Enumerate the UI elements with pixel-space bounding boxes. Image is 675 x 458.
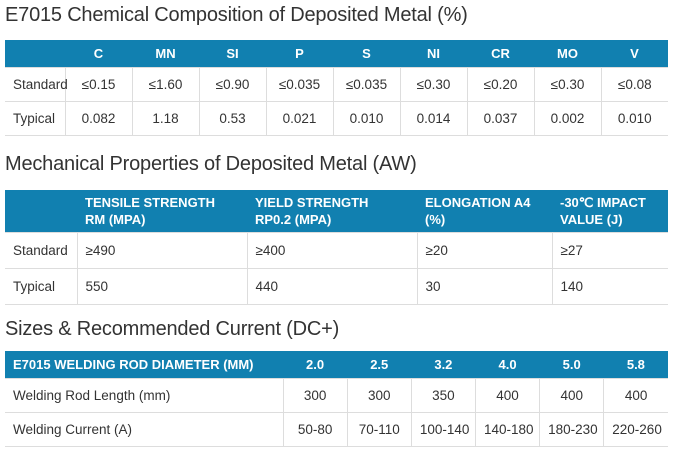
cell-value: ≤1.60	[131, 67, 199, 102]
cell-value: ≥20	[416, 232, 552, 269]
cell-value: 1.18	[131, 101, 199, 136]
column-header: 5.8	[603, 351, 668, 379]
header-row: E7015 WELDING ROD DIAMETER (MM) 2.0 2.5 3.2…	[5, 351, 668, 379]
cell-value: 550	[76, 268, 247, 305]
cell-value: 0.037	[466, 101, 534, 136]
section-chemical-composition: E7015 Chemical Composition of Deposited …	[5, 2, 668, 136]
cell-value: ≥27	[551, 232, 668, 269]
cell-value: 400	[539, 378, 604, 413]
row-label: Welding Current (A)	[5, 412, 283, 447]
column-header: P	[266, 40, 333, 68]
header-row: C MN SI P S NI CR MO V	[5, 40, 668, 68]
column-header: 4.0	[475, 351, 540, 379]
column-header: TENSILE STRENGTH RM (MPA)	[77, 190, 247, 233]
cell-value: 300	[346, 378, 412, 413]
cell-value: ≤0.20	[466, 67, 534, 102]
spec-page: E7015 Chemical Composition of Deposited …	[5, 2, 668, 447]
cell-value: ≤0.035	[332, 67, 400, 102]
cell-value: 0.53	[198, 101, 266, 136]
cell-value: 100-140	[410, 412, 476, 447]
sizes-current-title: Sizes & Recommended Current (DC+)	[5, 318, 340, 340]
table-row: Welding Rod Length (mm) 300 300 350 400 400 40…	[5, 378, 668, 413]
chemical-composition-title: E7015 Chemical Composition of Deposited …	[5, 4, 468, 26]
cell-value: 220-260	[603, 412, 668, 447]
column-header: 3.2	[411, 351, 476, 379]
cell-value: ≥490	[76, 232, 247, 269]
cell-value: 0.010	[332, 101, 400, 136]
column-header: YIELD STRENGTH RP0.2 (MPA)	[247, 190, 417, 233]
cell-value: 350	[410, 378, 476, 413]
mechanical-properties-title: Mechanical Properties of Deposited Metal…	[5, 153, 417, 175]
column-header: 5.0	[539, 351, 604, 379]
cell-value: 70-110	[346, 412, 412, 447]
cell-value: 0.010	[600, 101, 668, 136]
cell-value: 0.002	[533, 101, 601, 136]
cell-value: ≥400	[246, 232, 417, 269]
mechanical-properties-table: TENSILE STRENGTH RM (MPA) YIELD STRENGTH …	[5, 190, 668, 305]
header-row-label: E7015 WELDING ROD DIAMETER (MM)	[5, 351, 283, 379]
cell-value: 180-230	[539, 412, 604, 447]
cell-value: 0.021	[265, 101, 333, 136]
cell-value: 400	[474, 378, 540, 413]
column-header: 2.0	[283, 351, 348, 379]
cell-value: 440	[246, 268, 417, 305]
column-header: C	[65, 40, 132, 68]
chemical-composition-table: C MN SI P S NI CR MO V Standard ≤0.15 ≤1.60 ≤0.90 ≤0.…	[5, 40, 668, 136]
section-sizes-current: Sizes & Recommended Current (DC+) E7015 …	[5, 316, 668, 447]
cell-value: 140	[551, 268, 668, 305]
header-row: TENSILE STRENGTH RM (MPA) YIELD STRENGTH …	[5, 190, 668, 233]
column-header: SI	[199, 40, 266, 68]
column-header: NI	[400, 40, 467, 68]
header-row-label	[5, 40, 65, 68]
table-row: Standard ≤0.15 ≤1.60 ≤0.90 ≤0.035 ≤0.035 ≤0.30…	[5, 67, 668, 102]
cell-value: ≤0.15	[64, 67, 132, 102]
table-row: Welding Current (A) 50-80 70-110 100-140 140…	[5, 412, 668, 447]
cell-value: 140-180	[474, 412, 540, 447]
column-header: MN	[132, 40, 199, 68]
cell-value: ≤0.30	[533, 67, 601, 102]
section-mechanical-properties: Mechanical Properties of Deposited Metal…	[5, 151, 668, 305]
header-row-label	[5, 190, 77, 233]
column-header: -30℃ IMPACT VALUE (J)	[552, 190, 668, 233]
column-header: ELONGATION A4 (%)	[417, 190, 552, 233]
row-label: Welding Rod Length (mm)	[5, 378, 283, 413]
cell-value: ≤0.90	[198, 67, 266, 102]
sizes-current-table: E7015 WELDING ROD DIAMETER (MM) 2.0 2.5 3.2…	[5, 351, 668, 447]
cell-value: ≤0.30	[399, 67, 467, 102]
row-label: Typical	[5, 101, 65, 136]
cell-value: 0.082	[64, 101, 132, 136]
table-row: Standard ≥490 ≥400 ≥20 ≥27	[5, 232, 668, 269]
table-row: Typical 0.082 1.18 0.53 0.021 0.010 0.014 0.037…	[5, 101, 668, 136]
cell-value: 50-80	[282, 412, 348, 447]
cell-value: 30	[416, 268, 552, 305]
column-header: S	[333, 40, 400, 68]
table-row: Typical 550 440 30 140	[5, 268, 668, 305]
cell-value: ≤0.08	[600, 67, 668, 102]
cell-value: 0.014	[399, 101, 467, 136]
row-label: Standard	[5, 67, 68, 102]
column-header: 2.5	[347, 351, 412, 379]
cell-value: 300	[282, 378, 348, 413]
cell-value: 400	[603, 378, 668, 413]
column-header: CR	[467, 40, 534, 68]
column-header: V	[601, 40, 668, 68]
row-label: Typical	[5, 268, 77, 305]
row-label: Standard	[5, 232, 77, 269]
cell-value: ≤0.035	[265, 67, 333, 102]
column-header: MO	[534, 40, 601, 68]
